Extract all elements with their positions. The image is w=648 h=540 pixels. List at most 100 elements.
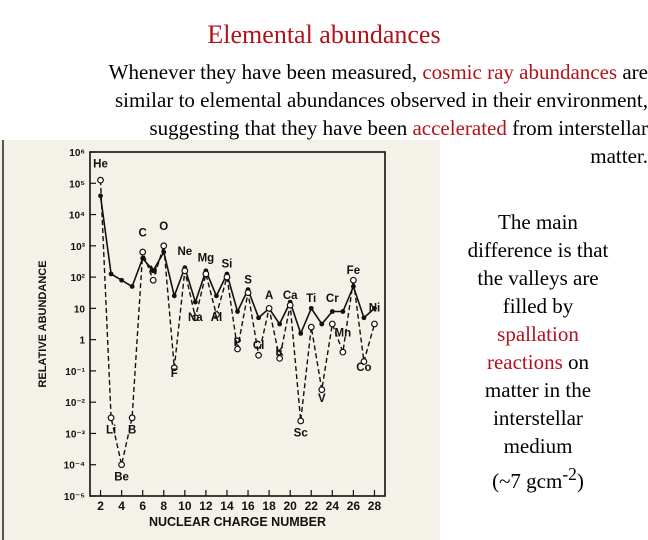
element-label: B [128,424,136,436]
data-point [170,364,178,372]
data-point [202,270,210,278]
y-tick-label: 1 [79,336,85,347]
data-point [128,414,136,422]
x-axis-title: NUCLEAR CHARGE NUMBER [149,515,326,529]
highlight-accelerated: accelerated [412,116,507,140]
side-line: difference is that [467,238,609,262]
element-label: He [93,159,108,171]
data-point [139,248,147,256]
intro-paragraph: Whenever they have been measured, cosmic… [14,58,648,170]
side-line: medium [503,434,573,458]
data-point [235,309,240,314]
data-point [223,273,231,281]
data-point [191,314,199,322]
y-tick-label: 10⁵ [69,179,85,190]
element-label: Cl [253,340,265,352]
data-point [119,277,125,283]
data-point [149,276,157,284]
element-label: F [171,368,178,380]
x-tick-label: 18 [262,499,276,513]
element-label: P [234,337,242,349]
side-line: interstellar [493,406,583,430]
x-tick-label: 14 [220,499,234,513]
data-point [277,321,283,327]
data-point [308,305,314,311]
data-point [192,299,198,305]
element-label: S [244,274,252,286]
data-point [213,311,220,319]
data-point [329,309,335,314]
x-tick-label: 4 [118,499,125,513]
y-tick-label: 10⁻³ [65,429,85,440]
data-point [371,320,378,328]
data-point [150,268,156,274]
x-tick-label: 28 [368,499,382,513]
chart-element-labels: He Li Be B C N O F Ne Na Mg Al Si P S Cl A K Ca Sc Ti V Cr Mn Fe… [93,159,380,484]
data-point [298,330,304,336]
data-point [107,414,115,422]
data-point [214,293,219,299]
data-point [265,304,273,312]
element-label: C [139,227,147,239]
data-point [98,193,103,199]
data-point [108,271,114,277]
x-tick-label: 22 [305,499,319,513]
data-point [276,354,284,362]
x-tick-label: 10 [178,499,192,513]
element-label: Ti [306,293,316,305]
side-line: the valleys are [477,266,599,290]
data-point [171,293,177,299]
element-label: Na [188,312,203,324]
intro-line-3: suggesting that they have been accelerat… [14,114,648,142]
side-note: The main difference is that the valleys … [440,208,636,495]
superscript: -2 [562,464,577,484]
side-line: The main [498,210,578,234]
y-tick-label: 10⁶ [69,148,85,159]
x-tick-label: 20 [283,499,297,513]
x-tick-label: 8 [160,499,167,513]
element-label: V [318,393,326,405]
element-label: Cr [326,293,339,305]
element-label: Ca [283,290,298,302]
data-point [319,321,325,327]
y-tick-label: 10⁴ [69,211,85,222]
intro-text: from interstellar [506,116,648,140]
element-label: A [265,290,273,302]
side-line: matter in the [484,378,592,402]
x-tick-label: 26 [347,499,361,513]
data-point [286,301,294,309]
element-label: Li [106,424,116,436]
element-label: O [159,221,168,233]
data-point [297,417,305,425]
x-tick-label: 6 [139,499,146,513]
element-label: Ni [369,302,381,314]
y-tick-label: 10⁻² [65,398,85,409]
element-label: Be [114,471,129,483]
y-tick-label: 10² [71,273,86,284]
data-point [181,267,189,275]
data-point [129,284,135,289]
y-tick-label: 10³ [71,242,86,253]
element-label: Co [356,362,371,374]
plot-frame [89,151,386,497]
data-point [118,461,126,469]
data-point [234,345,241,353]
data-point [361,315,367,321]
element-label: Al [211,312,223,324]
highlight-cosmic-ray-abundances: cosmic ray abundances [422,60,618,84]
element-label: N [149,265,157,277]
data-point [256,315,261,321]
side-text: ) [576,469,584,493]
y-tick-label: 10⁻⁵ [64,492,85,503]
intro-text: are [617,60,648,84]
data-point [318,386,326,394]
data-point [340,309,346,314]
data-point [97,176,104,184]
element-label: Ne [177,246,192,258]
y-tick-label: 10 [74,304,86,315]
chart-series [97,176,378,469]
data-point [328,320,336,328]
x-tick-label: 12 [199,499,213,513]
element-label: Mg [198,252,215,264]
intro-line-2: similar to elemental abundances observed… [115,88,648,112]
